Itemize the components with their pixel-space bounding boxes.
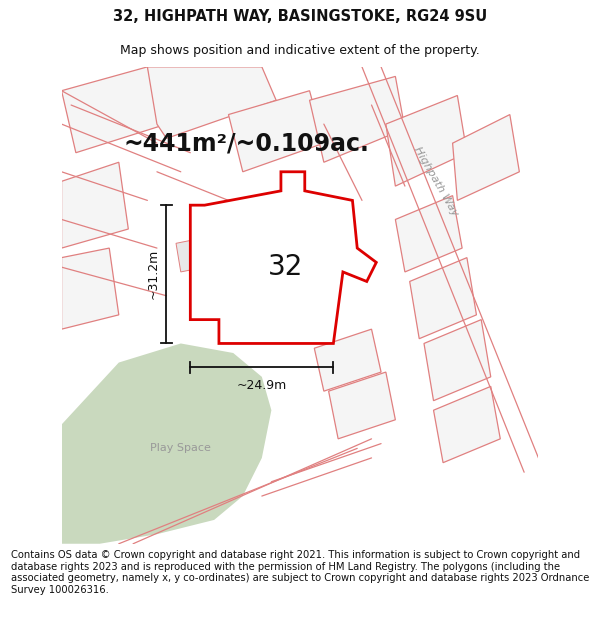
Polygon shape (176, 234, 229, 272)
Polygon shape (329, 372, 395, 439)
Polygon shape (148, 67, 276, 138)
Text: 32: 32 (268, 253, 304, 281)
Polygon shape (410, 258, 476, 339)
Text: Play Space: Play Space (151, 443, 211, 453)
Polygon shape (229, 91, 324, 172)
Text: ~441m²/~0.109ac.: ~441m²/~0.109ac. (124, 131, 370, 155)
Polygon shape (452, 114, 520, 201)
Polygon shape (424, 319, 491, 401)
Polygon shape (62, 344, 271, 544)
Polygon shape (62, 248, 119, 329)
Polygon shape (395, 196, 462, 272)
Polygon shape (257, 201, 310, 239)
Polygon shape (434, 386, 500, 462)
Polygon shape (62, 162, 128, 248)
Text: ~24.9m: ~24.9m (237, 379, 287, 392)
Polygon shape (386, 96, 467, 186)
Polygon shape (190, 172, 376, 344)
Text: 32, HIGHPATH WAY, BASINGSTOKE, RG24 9SU: 32, HIGHPATH WAY, BASINGSTOKE, RG24 9SU (113, 9, 487, 24)
Text: Highpath Way: Highpath Way (412, 145, 460, 217)
Text: Contains OS data © Crown copyright and database right 2021. This information is : Contains OS data © Crown copyright and d… (11, 550, 589, 595)
Polygon shape (314, 329, 381, 391)
Text: Map shows position and indicative extent of the property.: Map shows position and indicative extent… (120, 44, 480, 57)
Text: ~31.2m: ~31.2m (146, 249, 160, 299)
Polygon shape (310, 76, 405, 162)
Polygon shape (62, 67, 166, 152)
